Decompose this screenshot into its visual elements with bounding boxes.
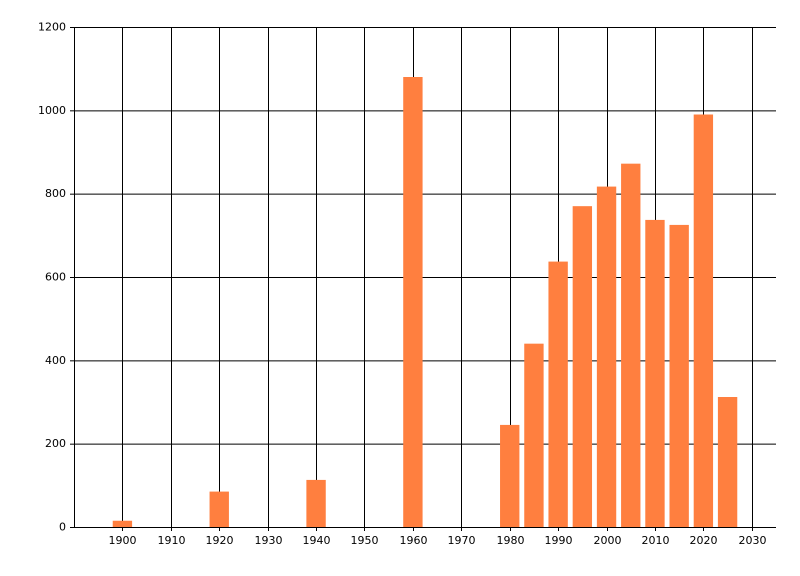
bar <box>572 206 593 527</box>
bar <box>693 114 714 527</box>
bar <box>669 224 689 527</box>
bar <box>112 520 133 527</box>
x-tick-label: 1930 <box>255 534 283 547</box>
y-tick-label: 400 <box>45 354 66 367</box>
x-tick-label: 2010 <box>642 534 670 547</box>
bar <box>717 397 738 527</box>
bar <box>645 219 665 527</box>
x-tick-label: 1950 <box>351 534 379 547</box>
x-tick-label: 2020 <box>690 534 718 547</box>
y-tick-label: 1000 <box>38 104 66 117</box>
y-tick-label: 600 <box>45 271 66 284</box>
bar <box>306 479 326 527</box>
y-tick-label: 1200 <box>38 21 66 34</box>
x-tick-label: 1940 <box>303 534 331 547</box>
x-tick-label: 1960 <box>400 534 428 547</box>
bar <box>596 186 617 528</box>
bar <box>500 424 520 527</box>
x-tick-label: 1920 <box>206 534 234 547</box>
bar <box>621 163 641 527</box>
x-tick-label: 1980 <box>497 534 525 547</box>
x-tick-label: 1970 <box>448 534 476 547</box>
x-tick-label: 1910 <box>158 534 186 547</box>
y-tick-label: 0 <box>59 521 66 534</box>
bar <box>403 77 423 527</box>
bar <box>209 491 229 527</box>
x-tick-label: 2000 <box>594 534 622 547</box>
x-tick-label: 1990 <box>545 534 573 547</box>
x-tick-label: 2030 <box>739 534 767 547</box>
bar <box>524 343 544 527</box>
bar <box>548 261 568 527</box>
y-tick-label: 800 <box>45 187 66 200</box>
y-tick-label: 200 <box>45 437 66 450</box>
x-tick-label: 1900 <box>109 534 137 547</box>
